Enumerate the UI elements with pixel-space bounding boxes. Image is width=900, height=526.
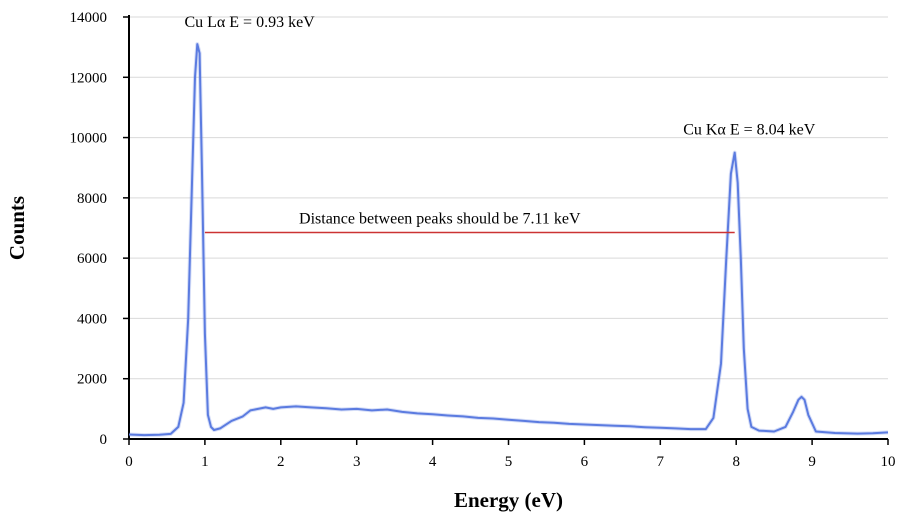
y-ticks: 0 2000 4000 6000 8000 10000 12000 14000 [70,10,129,448]
y-tick-label: 2000 [77,372,107,388]
cu-l-alpha-label: Cu Lα E = 0.93 keV [184,14,315,31]
x-tick-label: 8 [732,454,740,470]
x-tick-label: 10 [881,454,896,470]
y-tick-label: 12000 [70,70,108,86]
x-tick-label: 2 [277,454,285,470]
y-tick-label: 8000 [77,191,107,207]
x-axis-title: Energy (eV) [454,488,563,512]
y-tick-label: 6000 [77,251,107,267]
x-tick-label: 3 [353,454,361,470]
x-tick-label: 0 [125,454,133,470]
spectrum-line [128,43,889,437]
x-tick-label: 6 [581,454,589,470]
peak-distance-label: Distance between peaks should be 7.11 ke… [299,211,581,228]
y-tick-label: 14000 [70,10,108,26]
x-tick-label: 4 [429,454,437,470]
x-tick-label: 9 [808,454,816,470]
x-tick-label: 7 [657,454,665,470]
y-tick-label: 0 [100,432,108,448]
gridlines [129,16,888,380]
annotations: Distance between peaks should be 7.11 ke… [184,14,816,234]
x-tick-label: 1 [201,454,209,470]
x-tick-label: 5 [505,454,513,470]
spectrum-line-glow [128,42,889,438]
series [128,42,889,438]
x-ticks: 0 1 2 3 4 5 6 7 8 9 10 [125,439,896,470]
cu-k-alpha-label: Cu Kα E = 8.04 keV [683,122,816,139]
y-tick-label: 10000 [70,131,108,147]
y-axis-title: Counts [5,196,29,260]
y-tick-label: 4000 [77,311,107,327]
